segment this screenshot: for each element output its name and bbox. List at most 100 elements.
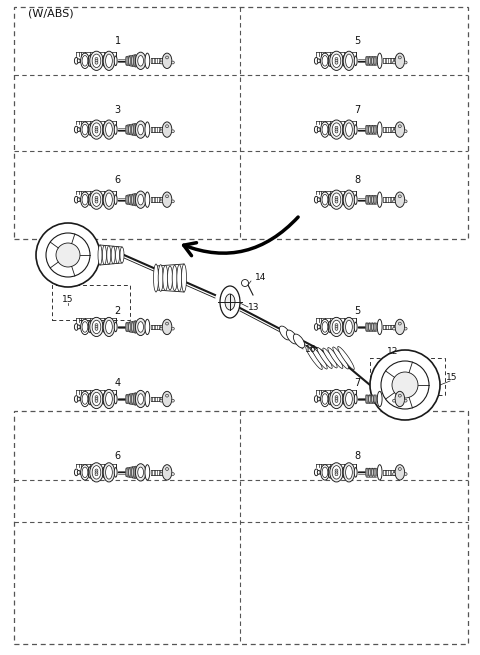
Ellipse shape bbox=[135, 464, 146, 481]
Ellipse shape bbox=[343, 124, 346, 135]
Ellipse shape bbox=[95, 396, 98, 398]
Circle shape bbox=[381, 361, 429, 409]
Bar bbox=[320, 326, 323, 328]
Ellipse shape bbox=[375, 395, 377, 403]
Ellipse shape bbox=[133, 321, 135, 333]
Ellipse shape bbox=[373, 395, 375, 403]
Ellipse shape bbox=[103, 56, 106, 66]
Ellipse shape bbox=[135, 466, 136, 479]
Ellipse shape bbox=[369, 468, 370, 477]
Ellipse shape bbox=[377, 53, 382, 69]
Circle shape bbox=[171, 400, 174, 402]
Ellipse shape bbox=[377, 319, 382, 335]
Text: 15: 15 bbox=[62, 295, 74, 305]
Ellipse shape bbox=[95, 400, 98, 402]
Ellipse shape bbox=[92, 392, 101, 405]
Ellipse shape bbox=[375, 125, 377, 134]
Ellipse shape bbox=[343, 467, 346, 477]
Ellipse shape bbox=[328, 393, 332, 405]
Ellipse shape bbox=[343, 120, 355, 140]
Bar bbox=[80, 471, 83, 474]
Ellipse shape bbox=[335, 473, 338, 476]
Ellipse shape bbox=[106, 466, 112, 479]
Ellipse shape bbox=[335, 400, 338, 402]
Ellipse shape bbox=[95, 62, 98, 64]
Ellipse shape bbox=[162, 319, 172, 335]
Ellipse shape bbox=[133, 124, 135, 136]
Bar bbox=[320, 60, 323, 62]
Ellipse shape bbox=[366, 195, 367, 204]
Ellipse shape bbox=[106, 193, 112, 206]
Ellipse shape bbox=[95, 60, 98, 62]
Bar bbox=[320, 128, 323, 131]
Ellipse shape bbox=[127, 394, 129, 403]
Ellipse shape bbox=[103, 195, 106, 205]
Ellipse shape bbox=[88, 194, 92, 206]
Ellipse shape bbox=[81, 391, 89, 407]
Text: 16: 16 bbox=[305, 345, 316, 354]
Ellipse shape bbox=[162, 464, 172, 480]
Ellipse shape bbox=[145, 192, 150, 208]
Text: 1: 1 bbox=[115, 36, 120, 46]
Text: 13: 13 bbox=[248, 303, 260, 312]
Circle shape bbox=[160, 61, 163, 64]
Ellipse shape bbox=[328, 55, 332, 67]
Circle shape bbox=[393, 473, 396, 476]
Text: 14: 14 bbox=[255, 274, 266, 282]
Ellipse shape bbox=[328, 348, 343, 369]
Ellipse shape bbox=[287, 330, 298, 344]
Ellipse shape bbox=[335, 58, 338, 60]
Ellipse shape bbox=[321, 122, 329, 138]
Ellipse shape bbox=[322, 467, 328, 477]
Ellipse shape bbox=[114, 468, 117, 477]
Ellipse shape bbox=[126, 395, 127, 403]
Ellipse shape bbox=[162, 122, 172, 138]
Ellipse shape bbox=[127, 195, 129, 204]
Ellipse shape bbox=[132, 394, 133, 405]
Ellipse shape bbox=[330, 120, 343, 140]
Ellipse shape bbox=[375, 323, 377, 331]
Ellipse shape bbox=[90, 120, 103, 140]
Ellipse shape bbox=[332, 123, 341, 136]
Ellipse shape bbox=[162, 53, 172, 69]
Ellipse shape bbox=[323, 348, 337, 368]
Ellipse shape bbox=[77, 325, 80, 329]
Ellipse shape bbox=[126, 468, 127, 477]
Ellipse shape bbox=[90, 190, 103, 210]
Circle shape bbox=[171, 200, 174, 203]
Ellipse shape bbox=[111, 246, 115, 264]
Text: 10: 10 bbox=[85, 324, 97, 333]
Ellipse shape bbox=[82, 322, 88, 332]
Ellipse shape bbox=[135, 123, 136, 136]
Ellipse shape bbox=[366, 395, 367, 403]
Ellipse shape bbox=[162, 192, 172, 208]
Circle shape bbox=[56, 243, 80, 267]
Ellipse shape bbox=[95, 126, 98, 129]
Ellipse shape bbox=[107, 246, 111, 264]
Text: 8: 8 bbox=[355, 451, 360, 461]
Ellipse shape bbox=[163, 265, 168, 291]
Ellipse shape bbox=[116, 246, 120, 263]
Ellipse shape bbox=[162, 391, 172, 407]
Circle shape bbox=[398, 322, 401, 325]
Ellipse shape bbox=[95, 471, 98, 474]
Ellipse shape bbox=[82, 124, 88, 135]
Circle shape bbox=[171, 130, 174, 133]
Ellipse shape bbox=[346, 54, 352, 67]
Ellipse shape bbox=[332, 193, 341, 206]
Ellipse shape bbox=[88, 55, 92, 67]
Text: (W/ABS): (W/ABS) bbox=[28, 8, 73, 18]
Ellipse shape bbox=[88, 393, 92, 405]
Circle shape bbox=[404, 61, 407, 64]
Ellipse shape bbox=[372, 468, 373, 477]
Ellipse shape bbox=[132, 55, 133, 66]
Circle shape bbox=[404, 328, 407, 330]
Ellipse shape bbox=[92, 123, 101, 136]
Ellipse shape bbox=[354, 56, 357, 66]
Ellipse shape bbox=[129, 394, 130, 404]
Bar bbox=[80, 398, 83, 400]
Ellipse shape bbox=[129, 195, 130, 204]
Ellipse shape bbox=[74, 324, 78, 330]
Ellipse shape bbox=[127, 322, 129, 331]
Circle shape bbox=[171, 473, 174, 476]
